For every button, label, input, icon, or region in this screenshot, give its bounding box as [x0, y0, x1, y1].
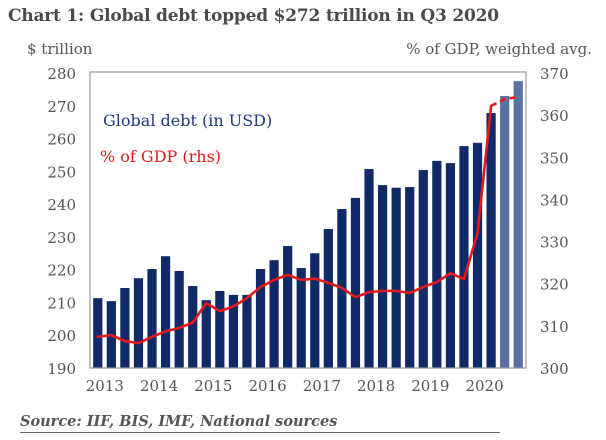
right-tick-label: 320 [540, 276, 569, 294]
chart-title: Chart 1: Global debt topped $272 trillio… [8, 6, 499, 26]
source-underline [20, 432, 500, 433]
plot-frame [89, 71, 527, 369]
gdp-line [96, 104, 493, 345]
debt-bar [432, 160, 442, 368]
debt-bar [147, 269, 157, 368]
x-tick-label: 2014 [140, 377, 178, 395]
x-tick-label: 2017 [303, 377, 341, 395]
x-tick-label: 2016 [248, 377, 286, 395]
right-tick-label: 370 [540, 65, 569, 83]
x-tick-label: 2013 [86, 377, 124, 395]
left-tick-label: 220 [47, 262, 76, 280]
debt-bar [364, 169, 374, 368]
left-tick-label: 200 [47, 327, 76, 345]
left-tick-label: 190 [47, 360, 76, 378]
right-tick-label: 300 [540, 360, 569, 378]
legend-gdp-label: % of GDP (rhs) [100, 147, 221, 166]
debt-bar [255, 269, 266, 368]
debt-bar [283, 246, 293, 368]
gdp-line-estimate [490, 95, 519, 108]
debt-bar [93, 298, 103, 368]
debt-bar [188, 286, 198, 368]
right-axis-ticks: 300 310 320 330 340 350 360 370 [540, 65, 569, 378]
debt-bar [472, 142, 483, 368]
debt-bar [418, 170, 428, 368]
debt-bar [120, 288, 130, 368]
left-axis-ticks: 190 200 210 220 230 240 250 260 270 280 [47, 65, 76, 378]
left-tick-label: 230 [47, 229, 76, 247]
debt-bar [228, 294, 239, 368]
debt-bar [133, 278, 144, 368]
left-tick-label: 280 [47, 65, 76, 83]
debt-bar [377, 185, 388, 368]
right-tick-label: 340 [540, 191, 569, 209]
legend-debt-label: Global debt (in USD) [103, 111, 272, 130]
debt-bar [323, 229, 333, 368]
debt-bar [174, 270, 184, 368]
source-note: Source: IIF, BIS, IMF, National sources [20, 413, 338, 430]
right-tick-label: 360 [540, 107, 569, 125]
debt-bar [405, 187, 415, 368]
debt-bar [445, 163, 456, 368]
x-tick-label: 2020 [465, 377, 503, 395]
debt-bar [269, 260, 279, 368]
debt-bar [459, 146, 469, 368]
debt-bar [486, 112, 496, 368]
debt-bar [160, 256, 171, 368]
debt-bar [500, 95, 510, 368]
x-tick-label: 2019 [411, 377, 449, 395]
debt-bar [201, 300, 211, 368]
debt-bar [513, 81, 523, 368]
left-tick-label: 210 [47, 294, 76, 312]
right-tick-label: 350 [540, 149, 569, 167]
left-axis-unit: $ trillion [27, 40, 93, 58]
x-tick-label: 2018 [357, 377, 395, 395]
right-axis-unit: % of GDP, weighted avg. [406, 40, 592, 58]
debt-bar [310, 253, 320, 368]
debt-bar [350, 197, 361, 368]
x-axis-ticks: 2013 2014 2015 2016 2017 2018 2019 2020 [86, 377, 504, 395]
right-tick-label: 330 [540, 234, 569, 252]
debt-bar [296, 268, 306, 368]
left-tick-label: 250 [47, 163, 76, 181]
x-tick-label: 2015 [194, 377, 232, 395]
left-tick-label: 240 [47, 196, 76, 214]
debt-bar [391, 187, 401, 368]
debt-bar [242, 294, 252, 368]
right-tick-label: 310 [540, 318, 569, 336]
left-tick-label: 260 [47, 131, 76, 149]
debt-bar [215, 290, 225, 368]
left-tick-label: 270 [47, 98, 76, 116]
gdp-line-group [96, 95, 519, 345]
